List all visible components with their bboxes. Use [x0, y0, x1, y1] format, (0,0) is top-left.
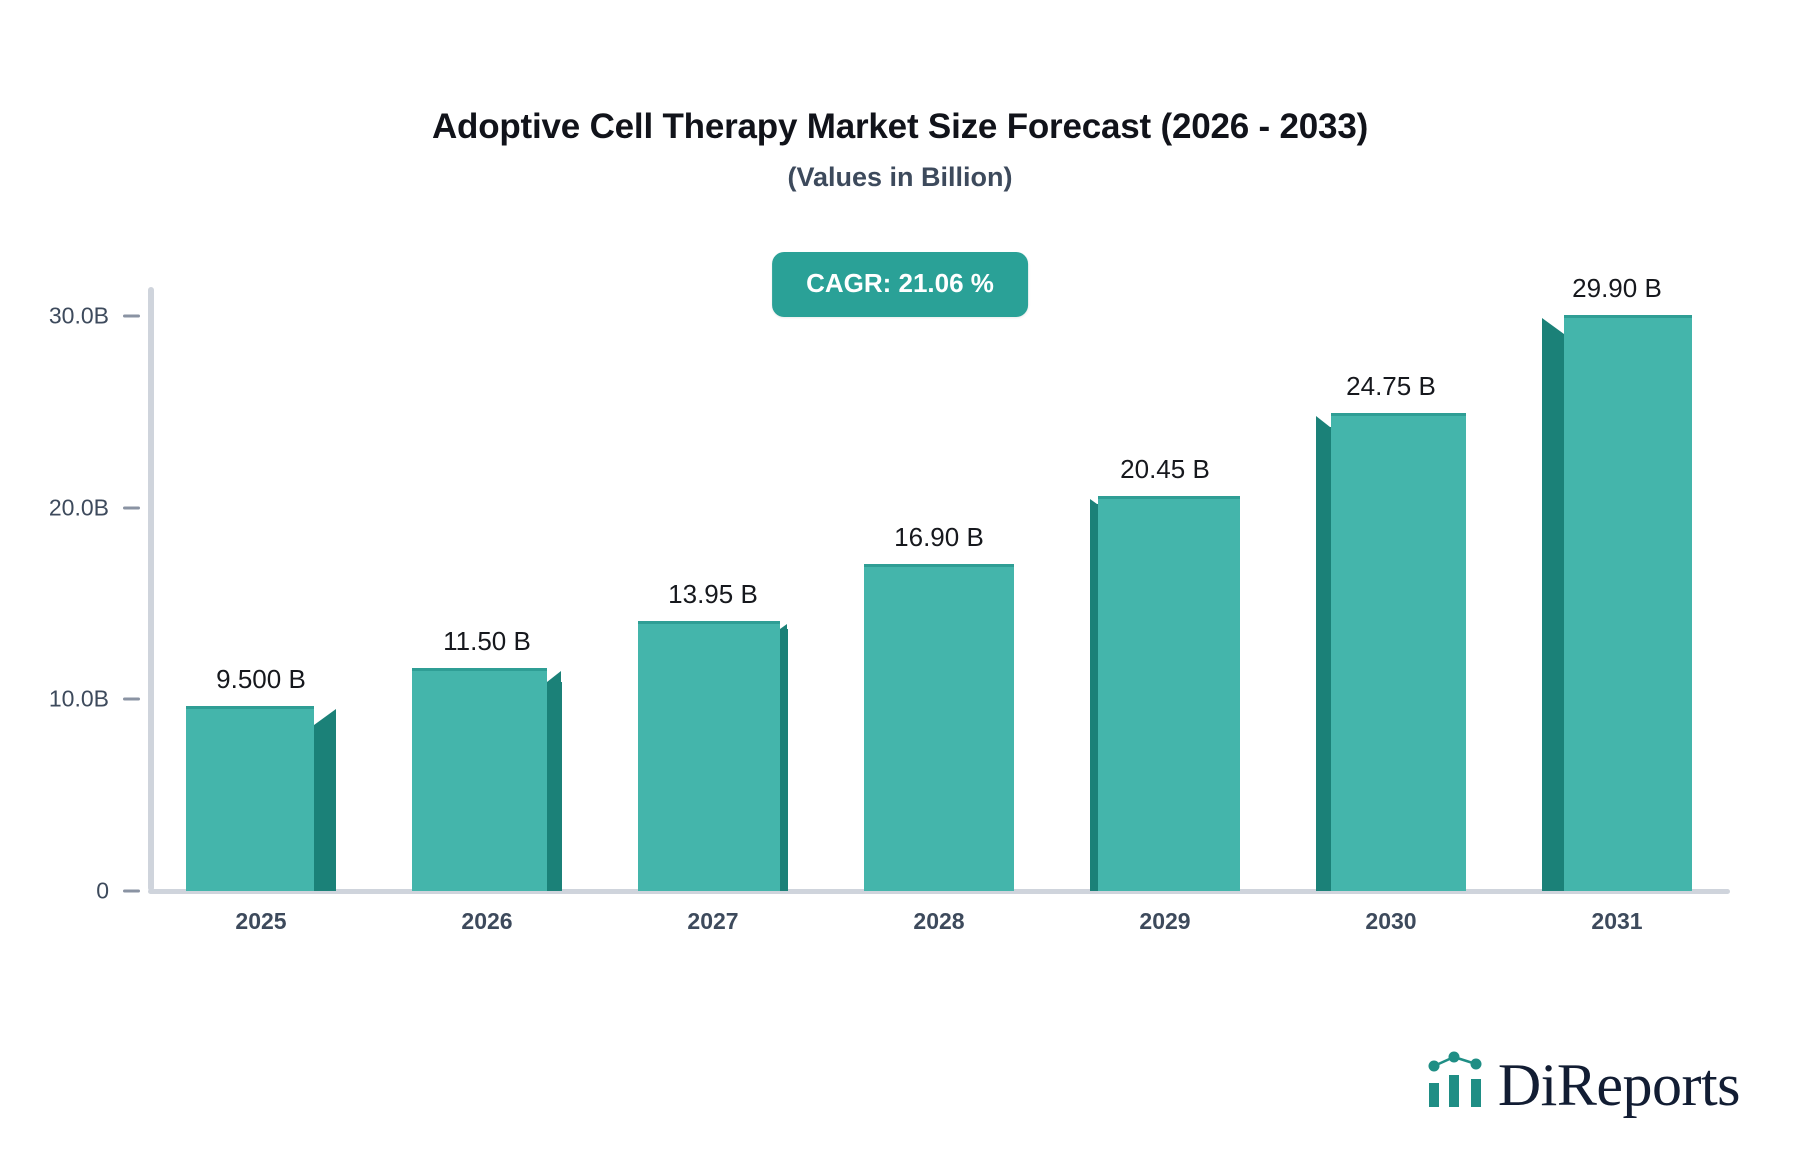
bar-group: 20.45 B: [1090, 287, 1240, 891]
bar-chart-icon: [1426, 1051, 1488, 1114]
y-axis-line: [148, 287, 154, 891]
x-axis-label: 2028: [913, 908, 965, 934]
bar-side-face: [780, 629, 788, 891]
bar-value-label: 13.95 B: [668, 578, 758, 609]
bar-front-face: [864, 563, 1014, 891]
cagr-badge: CAGR: 21.06 %: [772, 252, 1028, 317]
bar-value-label: 20.45 B: [1120, 453, 1210, 484]
bar-top-bevel: [1090, 499, 1098, 505]
bar-group: 9.500 B: [186, 287, 336, 891]
bar[interactable]: 9.500 B: [186, 664, 336, 891]
x-axis-label: 2031: [1591, 908, 1643, 934]
bar-front-face: [412, 667, 547, 891]
x-axis-line: [148, 889, 1730, 894]
x-axis-labels: 2025 2026 2027 2028 2029 2030 2031: [148, 908, 1730, 948]
bar-group: 29.90 B: [1542, 273, 1692, 891]
bar-value-label: 11.50 B: [443, 625, 531, 656]
bar-side-face: [1542, 334, 1565, 891]
bar[interactable]: 16.90 B: [864, 522, 1014, 891]
bar-top-bevel: [546, 670, 561, 682]
bar-side-face: [546, 681, 562, 891]
y-axis-tick-dash: [123, 889, 140, 893]
logo-wordmark: DiReports: [1497, 1052, 1741, 1118]
bar[interactable]: 11.50 B: [412, 626, 562, 891]
y-axis-tick-dash: [123, 697, 140, 701]
bar-side-face: [1316, 427, 1332, 891]
bar[interactable]: 13.95 B: [638, 579, 788, 891]
bar-group: 13.95 B: [638, 287, 788, 891]
direports-logo: DiReports: [1426, 1051, 1741, 1118]
bar-series: 9.500 B 11.50 B 13.95 B 16.90 B 20.45 B 24.75…: [148, 273, 1730, 891]
bar-group: 16.90 B: [864, 287, 1014, 891]
bar[interactable]: 20.45 B: [1090, 454, 1240, 891]
bar-front-face: [1331, 413, 1466, 891]
plot-area: 30.0B 20.0B 10.0B 0 9.500 B 11.50 B 13.95 B 16…: [49, 273, 1730, 904]
x-axis-label: 2026: [461, 908, 513, 934]
bar-top-bevel: [780, 624, 788, 630]
bar-value-label: 16.90 B: [894, 521, 984, 552]
bar[interactable]: 24.75 B: [1316, 371, 1466, 891]
y-axis-tick: 10.0B: [49, 686, 148, 713]
bar-front-face: [638, 620, 781, 891]
bar[interactable]: 29.90 B: [1542, 273, 1692, 891]
chart-header: Adoptive Cell Therapy Market Size Foreca…: [0, 107, 1800, 192]
y-axis-tick-label: 10.0B: [48, 685, 109, 712]
bar-front-face: [1564, 314, 1692, 891]
bar-value-label: 29.90 B: [1572, 272, 1662, 303]
y-axis-tick-dash: [123, 314, 140, 318]
page-title: Adoptive Cell Therapy Market Size Foreca…: [431, 107, 1369, 146]
bar-top-bevel: [313, 709, 336, 726]
x-axis-label: 2030: [1365, 908, 1417, 934]
y-axis-tick-label: 30.0B: [48, 302, 109, 329]
y-axis-tick-label: 0: [96, 877, 109, 904]
chart-subtitle: (Values in Billion): [787, 161, 1013, 192]
y-axis-tick: 20.0B: [49, 494, 148, 521]
bar-side-face: [1090, 504, 1098, 891]
bar-group: 24.75 B: [1316, 287, 1466, 891]
bar-value-label: 9.500 B: [216, 663, 306, 694]
bar-value-label: 24.75 B: [1346, 371, 1436, 402]
bar-front-face: [1097, 495, 1240, 891]
x-axis-label: 2029: [1139, 908, 1191, 934]
bar-front-face: [186, 705, 314, 891]
y-axis-tick: 0: [96, 878, 148, 905]
y-axis-tick: 30.0B: [49, 302, 148, 329]
bar-side-face: [313, 725, 336, 891]
bar-top-bevel: [1316, 416, 1331, 428]
y-axis-tick-label: 20.0B: [48, 494, 109, 520]
x-axis-label: 2025: [235, 908, 287, 934]
bar-group: 11.50 B: [412, 287, 562, 891]
y-axis-tick-dash: [123, 506, 140, 509]
x-axis-label: 2027: [687, 908, 739, 934]
bar-top-bevel: [1542, 318, 1565, 335]
